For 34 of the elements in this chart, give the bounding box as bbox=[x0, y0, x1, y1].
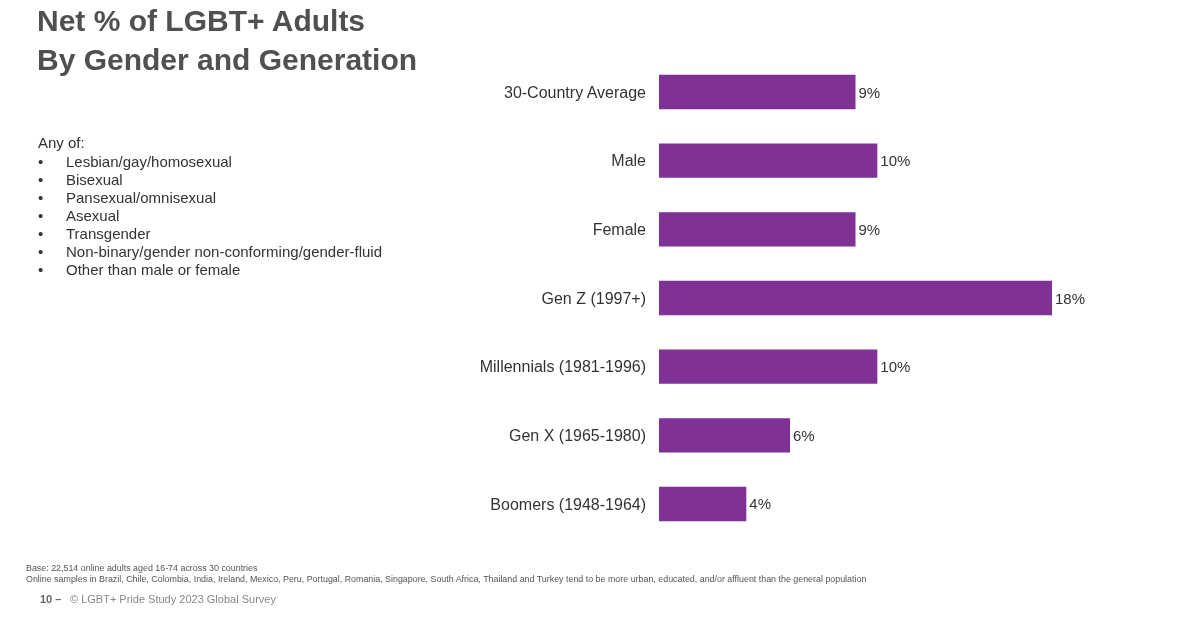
data-label: 9% bbox=[858, 220, 881, 238]
text: • Other than male or female bbox=[38, 261, 241, 278]
y-tick-label: 30-Country Average bbox=[503, 83, 647, 101]
y-tick-label: Male bbox=[611, 152, 647, 170]
text: • Asexual bbox=[38, 207, 120, 224]
bar bbox=[659, 349, 878, 384]
text: • Transgender bbox=[38, 225, 151, 242]
text: • Pansexual/omnisexual bbox=[38, 189, 217, 206]
text: 10 – bbox=[40, 593, 62, 605]
bar bbox=[659, 486, 747, 522]
text: • Bisexual bbox=[38, 171, 123, 188]
text: Base: 22,514 online adults aged 16-74 across 30 countries bbox=[26, 563, 258, 573]
data-label: 10% bbox=[880, 358, 911, 376]
data-label: 9% bbox=[858, 83, 881, 101]
y-tick-label: Boomers (1948-1964) bbox=[490, 495, 646, 513]
text: Net % of LGBT+ Adults By Gender and Generation bbox=[37, 4, 418, 76]
data-label: 10% bbox=[880, 152, 911, 170]
text: • Non-binary/gender non-conforming/gender-fluid bbox=[38, 243, 383, 260]
bar bbox=[659, 280, 1052, 316]
y-tick-label: Gen X (1965-1980) bbox=[509, 426, 646, 444]
bar bbox=[659, 143, 878, 178]
text: Online samples in Brazil, Chile, Colombia, India, Ireland, Mexico, Peru, Portugal, Romania, Singapore, South Africa, Thailand and Turkey tend to be more urban, educated, and/or affluent than the general population bbox=[26, 574, 867, 584]
bar bbox=[659, 212, 856, 247]
text: • Lesbian/gay/homosexual bbox=[38, 153, 232, 170]
y-tick-label: Gen Z (1997+) bbox=[541, 289, 646, 307]
data-label: 4% bbox=[749, 495, 772, 513]
bar bbox=[659, 418, 790, 453]
y-tick-label: Female bbox=[592, 220, 647, 238]
data-label: 6% bbox=[793, 426, 815, 444]
data-label: 18% bbox=[1055, 289, 1086, 307]
y-tick-label: Millennials (1981-1996) bbox=[479, 358, 646, 376]
text: Any of: bbox=[38, 134, 85, 151]
bar bbox=[659, 74, 856, 110]
text: © LGBT+ Pride Study 2023 Global Survey bbox=[70, 593, 277, 605]
